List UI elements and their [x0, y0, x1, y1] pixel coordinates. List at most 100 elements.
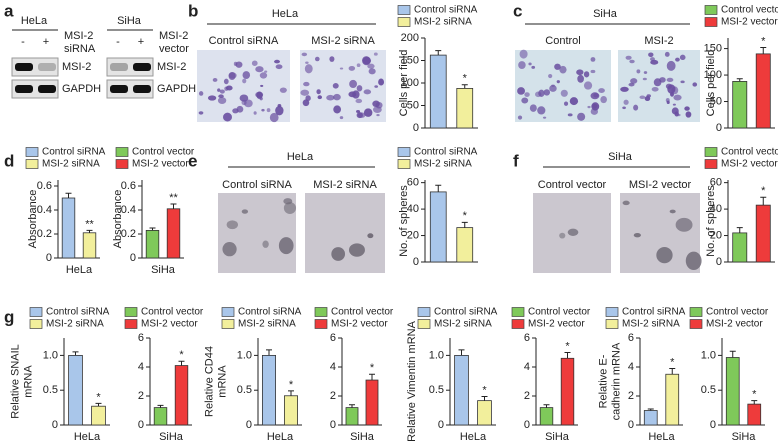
blot-band: [133, 63, 151, 71]
legend-swatch: [511, 319, 525, 329]
cell: [625, 55, 632, 60]
y-tick-label: 0: [438, 419, 444, 431]
sphere: [685, 251, 702, 271]
y-tick-label: 0.4: [37, 204, 52, 216]
y-tick-label: 1.0: [701, 349, 716, 361]
treatment-label: siRNA: [64, 43, 96, 55]
y-tick-label: 2: [524, 390, 530, 402]
cell: [339, 67, 344, 70]
micrograph-title: HeLa: [287, 151, 314, 163]
cell: [356, 85, 363, 92]
error-bar: [729, 350, 736, 358]
blot-band: [38, 63, 56, 71]
bar: [345, 407, 359, 426]
cell: [598, 88, 605, 93]
cell: [198, 91, 204, 96]
y-tick-label: 4: [330, 361, 336, 373]
panel-label: d: [4, 151, 14, 170]
micrograph-label: MSI-2 siRNA: [311, 35, 375, 47]
bar: [429, 54, 447, 129]
y-axis-label: Relative CD44: [203, 346, 215, 417]
y-tick-label: 0: [710, 419, 716, 431]
y-axis-label: No. of spheres: [398, 185, 410, 257]
bar: [732, 232, 748, 263]
legend-swatch: [115, 147, 129, 157]
blot-band: [15, 63, 33, 71]
error-bar: [170, 203, 177, 209]
y-tick-label: 0.6: [37, 180, 52, 192]
cell: [531, 65, 536, 69]
cell: [664, 51, 670, 57]
cell: [223, 78, 229, 85]
micrograph: [218, 193, 296, 273]
legend-swatch: [124, 307, 138, 317]
sphere: [226, 220, 238, 230]
bar: [61, 197, 76, 259]
cell: [560, 89, 568, 97]
error-bar: [760, 47, 767, 54]
sphere: [622, 200, 630, 206]
cell: [326, 94, 335, 101]
error-bar: [349, 404, 355, 408]
cell: [355, 98, 363, 104]
legend-label: MSI-2 siRNA: [42, 159, 100, 170]
legend-label: MSI-2 vector: [132, 159, 189, 170]
y-axis-label: Cells per field: [705, 50, 717, 117]
legend-label: MSI-2 vector: [331, 319, 388, 330]
micrograph-label: MSI-2: [644, 35, 673, 47]
cell: [223, 112, 232, 122]
cell: [264, 70, 268, 73]
lane-sign: +: [138, 36, 144, 48]
significance: *: [370, 362, 375, 374]
legend-label: MSI-2 siRNA: [238, 319, 296, 330]
legend-swatch: [704, 147, 718, 157]
legend-swatch: [417, 307, 431, 317]
cell: [303, 81, 310, 87]
y-tick-label: 200: [401, 32, 419, 44]
micrograph-title: SiHa: [593, 8, 618, 20]
cell: [554, 63, 561, 70]
cell: [259, 72, 268, 79]
cell: [242, 78, 247, 84]
cell: [261, 108, 265, 112]
micrograph: [305, 193, 385, 273]
sphere: [331, 247, 346, 261]
cell: [517, 115, 523, 120]
y-tick-label: 0: [52, 419, 58, 431]
cell: [373, 106, 382, 114]
y-tick-label: 4: [628, 361, 634, 373]
x-axis-label: SiHa: [545, 431, 570, 443]
blot-band: [38, 85, 56, 93]
error-bar: [157, 404, 164, 408]
cell: [620, 86, 629, 92]
cell: [517, 87, 525, 95]
blot-strip: [106, 79, 154, 99]
cell: [543, 89, 551, 96]
bar: [283, 395, 298, 426]
y-axis-label: No. of spheres: [705, 185, 717, 257]
x-axis-label: HeLa: [460, 431, 487, 443]
significance: *: [289, 379, 294, 391]
y-tick-label: 0: [716, 122, 722, 134]
band-label: MSI-2: [157, 61, 186, 73]
sphere: [675, 217, 693, 232]
x-axis-label: SiHa: [732, 431, 757, 443]
legend-label: Control vector: [706, 307, 769, 318]
legend-swatch: [605, 319, 619, 329]
blot-band: [110, 85, 128, 93]
lane-sign: -: [21, 36, 25, 48]
significance: **: [169, 192, 178, 204]
y-tick-label: 4: [138, 361, 144, 373]
cell: [348, 91, 357, 98]
cell: [368, 68, 376, 75]
significance: *: [565, 340, 570, 352]
legend-label: MSI-2 vector: [706, 319, 763, 330]
cell: [275, 105, 284, 116]
band-label: MSI-2: [62, 61, 91, 73]
error-bar: [288, 390, 294, 396]
bar: [82, 232, 97, 259]
cell: [542, 116, 547, 119]
cell: [239, 94, 249, 102]
cell: [376, 114, 380, 117]
y-tick-label: 2: [330, 390, 336, 402]
